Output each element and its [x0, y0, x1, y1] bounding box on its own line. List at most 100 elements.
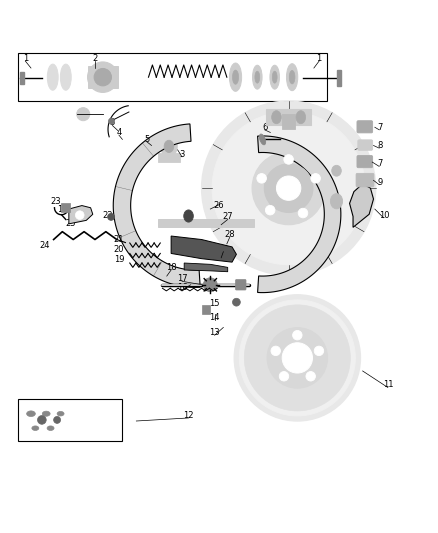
- Text: 18: 18: [166, 263, 177, 272]
- FancyBboxPatch shape: [236, 279, 246, 290]
- Text: 20: 20: [113, 245, 124, 254]
- Circle shape: [75, 211, 84, 220]
- Bar: [61, 203, 70, 212]
- Polygon shape: [113, 124, 200, 287]
- Circle shape: [53, 416, 60, 423]
- Text: 24: 24: [40, 241, 50, 250]
- Circle shape: [109, 118, 115, 124]
- Circle shape: [271, 346, 280, 356]
- Text: 4: 4: [116, 128, 121, 137]
- Text: 19: 19: [113, 255, 124, 264]
- Circle shape: [252, 151, 325, 225]
- Circle shape: [108, 213, 115, 220]
- Bar: [158, 220, 254, 228]
- Ellipse shape: [230, 63, 242, 91]
- Circle shape: [203, 278, 217, 292]
- Circle shape: [279, 372, 289, 381]
- Text: 28: 28: [225, 230, 235, 239]
- Text: 27: 27: [223, 212, 233, 221]
- Text: 13: 13: [209, 328, 220, 337]
- Text: 26: 26: [214, 201, 224, 210]
- Ellipse shape: [42, 411, 50, 416]
- Text: 5: 5: [145, 135, 150, 144]
- Text: 7: 7: [378, 159, 383, 168]
- FancyBboxPatch shape: [358, 140, 373, 150]
- Circle shape: [201, 101, 376, 275]
- Ellipse shape: [184, 210, 193, 222]
- Ellipse shape: [272, 111, 281, 124]
- Bar: [88, 66, 118, 88]
- Ellipse shape: [272, 71, 277, 83]
- Ellipse shape: [330, 193, 343, 209]
- Ellipse shape: [286, 63, 298, 91]
- Text: 11: 11: [384, 381, 394, 390]
- Text: 3: 3: [110, 118, 115, 127]
- Text: 13: 13: [57, 205, 67, 214]
- Ellipse shape: [296, 111, 306, 124]
- Circle shape: [282, 343, 312, 373]
- Text: 23: 23: [50, 197, 61, 206]
- Circle shape: [233, 298, 240, 306]
- Ellipse shape: [77, 108, 90, 120]
- Bar: [201, 305, 210, 313]
- Bar: [336, 70, 341, 86]
- Polygon shape: [184, 263, 228, 272]
- Ellipse shape: [88, 62, 118, 92]
- FancyBboxPatch shape: [357, 156, 373, 168]
- Circle shape: [284, 155, 293, 164]
- Text: 8: 8: [378, 141, 383, 150]
- Circle shape: [234, 295, 360, 421]
- Text: 1: 1: [317, 54, 322, 63]
- Ellipse shape: [289, 70, 295, 84]
- Circle shape: [264, 164, 313, 213]
- Circle shape: [265, 205, 275, 215]
- Ellipse shape: [60, 64, 71, 90]
- Text: 21: 21: [113, 235, 124, 244]
- FancyBboxPatch shape: [356, 173, 374, 187]
- Ellipse shape: [47, 426, 54, 431]
- Bar: [158, 153, 180, 161]
- Ellipse shape: [57, 411, 64, 416]
- Circle shape: [276, 176, 301, 200]
- Ellipse shape: [259, 134, 266, 145]
- Bar: [282, 114, 295, 129]
- Text: 16: 16: [177, 283, 187, 292]
- Ellipse shape: [164, 140, 174, 152]
- Circle shape: [257, 174, 266, 183]
- Text: 10: 10: [379, 211, 390, 220]
- Ellipse shape: [161, 136, 177, 157]
- Circle shape: [239, 300, 355, 416]
- Text: 3: 3: [179, 150, 185, 159]
- Bar: [20, 72, 25, 84]
- FancyBboxPatch shape: [357, 120, 373, 133]
- Text: 22: 22: [103, 211, 113, 220]
- Circle shape: [244, 305, 350, 411]
- Text: 1: 1: [23, 54, 28, 63]
- Text: 17: 17: [177, 274, 187, 283]
- Text: 9: 9: [378, 177, 383, 187]
- Ellipse shape: [47, 64, 58, 90]
- Circle shape: [293, 330, 302, 340]
- Circle shape: [212, 111, 365, 265]
- Text: 25: 25: [66, 220, 76, 228]
- Ellipse shape: [253, 65, 262, 89]
- Ellipse shape: [27, 411, 35, 417]
- Circle shape: [38, 416, 46, 424]
- Circle shape: [314, 346, 324, 356]
- Polygon shape: [69, 206, 93, 224]
- Polygon shape: [258, 136, 341, 293]
- Text: 14: 14: [209, 313, 220, 322]
- Text: 6: 6: [262, 123, 267, 132]
- Ellipse shape: [255, 71, 260, 83]
- Ellipse shape: [270, 65, 279, 89]
- Polygon shape: [350, 184, 374, 228]
- Circle shape: [306, 372, 315, 381]
- Bar: [18, 53, 327, 101]
- Text: 7: 7: [378, 123, 383, 132]
- Ellipse shape: [94, 68, 112, 86]
- Ellipse shape: [332, 165, 341, 176]
- Bar: [18, 399, 122, 441]
- Text: 15: 15: [209, 298, 220, 308]
- Circle shape: [298, 208, 308, 218]
- Circle shape: [311, 174, 321, 183]
